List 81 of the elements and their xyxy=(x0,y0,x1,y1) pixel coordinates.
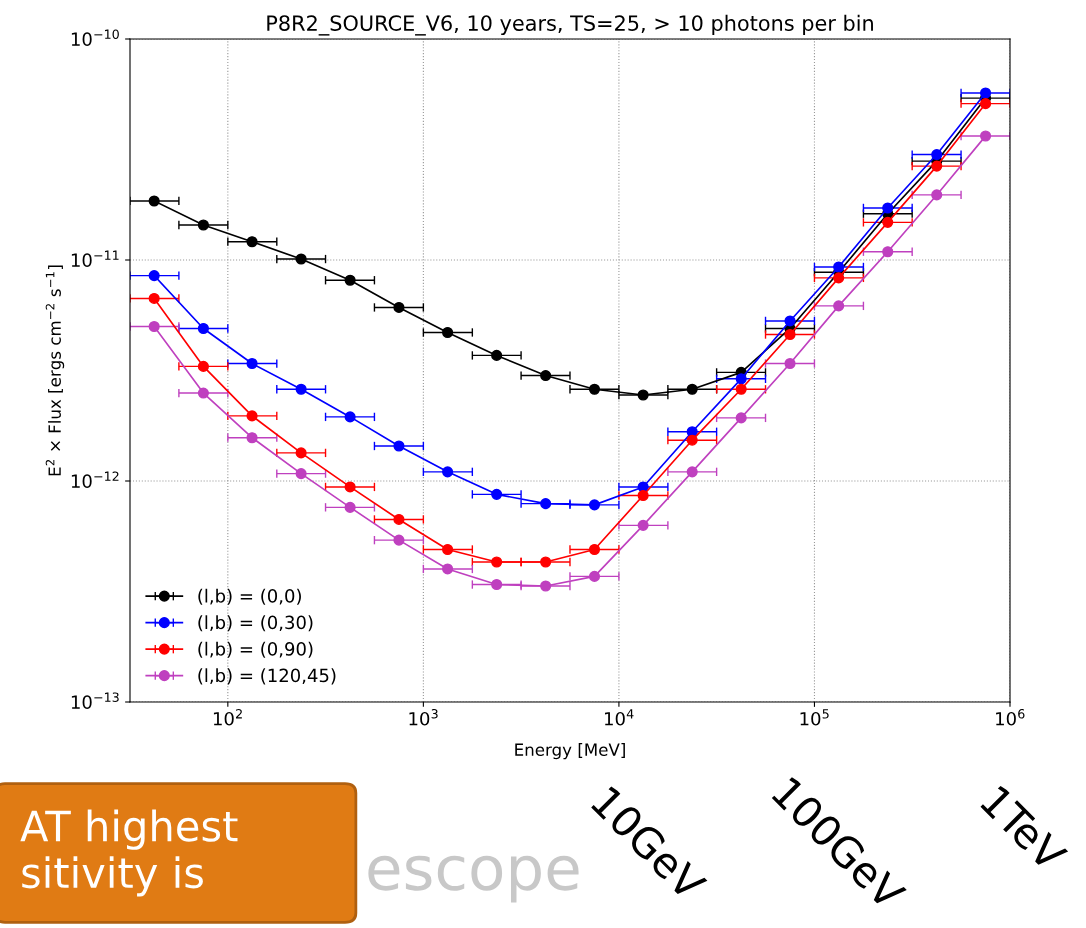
point xyxy=(148,270,160,282)
point xyxy=(540,498,552,510)
point xyxy=(980,98,992,110)
point xyxy=(442,326,454,339)
point xyxy=(197,360,209,372)
point xyxy=(491,349,503,361)
y-tick-label: 10$^{−12}$ xyxy=(71,471,119,488)
point xyxy=(784,328,796,341)
point xyxy=(686,466,698,478)
legend-label: (l,b) = (120,45) xyxy=(198,668,336,685)
point xyxy=(148,195,160,207)
point xyxy=(442,543,454,556)
point xyxy=(882,246,894,258)
legend-label: (l,b) = (0,90) xyxy=(198,641,313,658)
point xyxy=(540,580,552,592)
point xyxy=(931,148,943,161)
point xyxy=(246,410,258,422)
y-axis-title: E$^{2}$ × Flux [ergs cm$^{−2}$ s$^{−1}$] xyxy=(45,265,65,476)
point xyxy=(393,513,405,525)
x-tick-label: 10$^{4}$ xyxy=(605,709,634,726)
point xyxy=(980,87,992,99)
point xyxy=(882,216,894,228)
x-tick-label: 10$^{5}$ xyxy=(800,709,829,726)
point xyxy=(540,556,552,568)
point xyxy=(393,440,405,452)
point xyxy=(833,272,845,284)
x-tick-label: 10$^{2}$ xyxy=(213,709,242,726)
point xyxy=(246,236,258,248)
point xyxy=(588,543,601,556)
x-axis-title: Energy [MeV] xyxy=(515,743,625,760)
point xyxy=(295,468,307,480)
point xyxy=(637,389,649,401)
point xyxy=(686,383,698,395)
y-tick-label: 10$^{−10}$ xyxy=(71,29,119,46)
point xyxy=(246,357,258,370)
point xyxy=(344,501,356,513)
point xyxy=(882,202,894,214)
point xyxy=(540,369,552,382)
point xyxy=(784,315,796,327)
point xyxy=(491,488,503,500)
point xyxy=(442,466,454,478)
point xyxy=(491,578,503,591)
point xyxy=(393,301,405,313)
text: AT highest sitivity is xyxy=(20,809,238,897)
point xyxy=(344,411,356,423)
x-tick-label: 10$^{3}$ xyxy=(409,709,438,726)
point xyxy=(148,292,160,304)
point xyxy=(197,322,209,335)
point xyxy=(442,563,454,575)
point xyxy=(686,434,698,446)
chart-title: P8R2_SOURCE_V6, 10 years, TS=25, > 10 photons per bin xyxy=(267,14,873,36)
point xyxy=(197,219,209,231)
point xyxy=(784,357,796,370)
point xyxy=(588,570,601,582)
point xyxy=(246,432,258,444)
point xyxy=(295,383,307,395)
point xyxy=(295,447,307,459)
legend-label: (l,b) = (0,0) xyxy=(198,588,301,605)
point xyxy=(931,160,943,172)
point xyxy=(833,261,845,273)
point xyxy=(491,556,503,568)
point xyxy=(197,387,209,399)
legend-label: (l,b) = (0,30) xyxy=(198,615,313,632)
point xyxy=(588,383,601,395)
point xyxy=(735,412,747,424)
point xyxy=(344,274,356,286)
point xyxy=(637,519,649,531)
point xyxy=(637,489,649,502)
point xyxy=(735,383,747,395)
point xyxy=(735,373,747,385)
y-tick-label: 10$^{−13}$ xyxy=(71,692,119,709)
point xyxy=(393,534,405,546)
point xyxy=(344,481,356,493)
point xyxy=(295,253,307,265)
x-tick-label: 10$^{6}$ xyxy=(996,709,1025,726)
point xyxy=(833,300,845,312)
y-tick-label: 10$^{−11}$ xyxy=(71,250,119,267)
point xyxy=(148,320,160,333)
point xyxy=(588,499,601,511)
point xyxy=(931,189,943,201)
point xyxy=(980,130,992,142)
